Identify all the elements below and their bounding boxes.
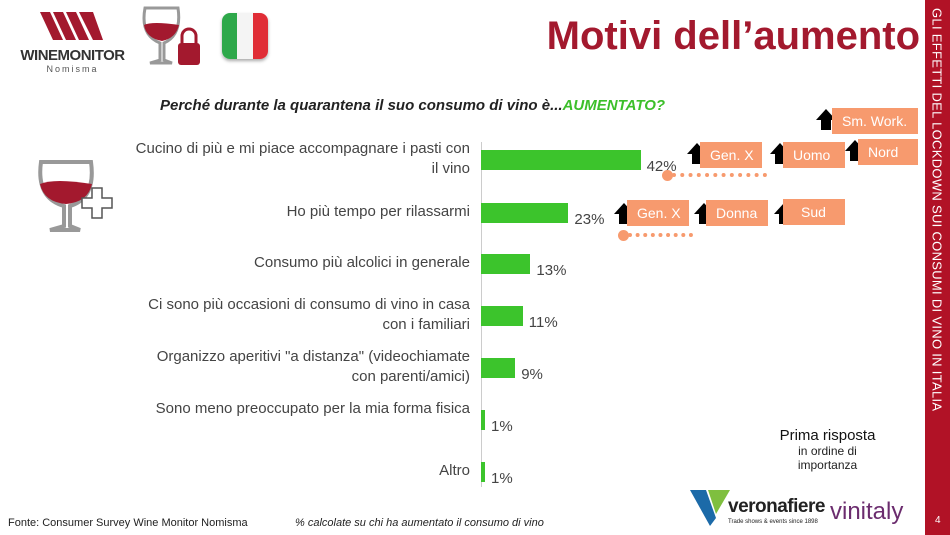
logo-text: WINEMONITOR xyxy=(20,47,125,64)
value-label: 11% xyxy=(528,314,558,331)
tag-gen-x-2: Gen. X xyxy=(627,200,689,226)
page-title: Motivi dell’aumento xyxy=(546,14,920,58)
bar xyxy=(481,254,531,274)
wine-plus-icon xyxy=(38,160,113,232)
logo-sub: Nomisma xyxy=(46,64,99,74)
tag-gen-x: Gen. X xyxy=(700,142,762,168)
dotted-line xyxy=(628,233,693,237)
veronafiere-name: veronafiere xyxy=(728,496,825,517)
legend-sub: in ordine di importanza xyxy=(797,444,858,472)
tag-donna: Donna xyxy=(706,200,768,226)
value-label: 13% xyxy=(536,262,567,279)
dot-connector xyxy=(662,170,673,181)
bar xyxy=(481,150,641,170)
bar xyxy=(481,410,485,430)
value-label: 23% xyxy=(574,211,605,228)
dot-connector xyxy=(618,230,629,241)
bar xyxy=(481,306,523,326)
italy-flag-icon xyxy=(222,13,268,59)
bar xyxy=(481,358,516,378)
value-label: 1% xyxy=(491,418,513,435)
tag-nord: Nord xyxy=(858,139,918,165)
category-label: Organizzo aperitivi "a distanza" (videoc… xyxy=(156,348,470,385)
category-label: Ho più tempo per rilassarmi xyxy=(286,203,470,220)
legend-title: Prima risposta xyxy=(779,427,876,444)
dotted-line xyxy=(672,173,767,177)
bar xyxy=(481,203,569,223)
category-label: Ci sono più occasioni di consumo di vino… xyxy=(148,296,470,333)
veronafiere-mark-icon xyxy=(690,490,730,526)
category-label: Cucino di più e mi piace accompagnare i … xyxy=(135,140,470,177)
tag-smart-working: Sm. Work. xyxy=(832,108,918,134)
question-highlight: AUMENTATO? xyxy=(562,97,666,114)
legend: Prima risposta in ordine di importanza xyxy=(760,427,895,472)
question-text: Perché durante la quarantena il suo cons… xyxy=(160,97,563,114)
tag-sud: Sud xyxy=(783,199,845,225)
calc-note: % calcolate su chi ha aumentato il consu… xyxy=(295,517,544,529)
page-number: 4 xyxy=(935,515,941,526)
chart-title: Perché durante la quarantena il suo cons… xyxy=(160,97,665,114)
winemonitor-logo: WINEMONITOR Nomisma xyxy=(15,10,130,74)
value-label: 9% xyxy=(521,366,543,383)
vinitaly-logo: vinitaly xyxy=(830,498,904,525)
side-band xyxy=(925,0,950,535)
value-label: 1% xyxy=(491,470,513,487)
veronafiere-sub: Trade shows & events since 1898 xyxy=(728,519,818,525)
bar xyxy=(481,462,485,482)
tag-uomo: Uomo xyxy=(783,142,845,168)
category-label: Sono meno preoccupato per la mia forma f… xyxy=(155,400,470,417)
category-label: Consumo più alcolici in generale xyxy=(254,254,470,271)
wm-mark-icon xyxy=(40,12,103,40)
category-label: Altro xyxy=(439,462,470,479)
wine-lock-icon xyxy=(142,6,200,65)
side-band-text: GLI EFFETTI DEL LOCKDOWN SUI CONSUMI DI … xyxy=(929,8,945,412)
source-note: Fonte: Consumer Survey Wine Monitor Nomi… xyxy=(8,517,248,529)
